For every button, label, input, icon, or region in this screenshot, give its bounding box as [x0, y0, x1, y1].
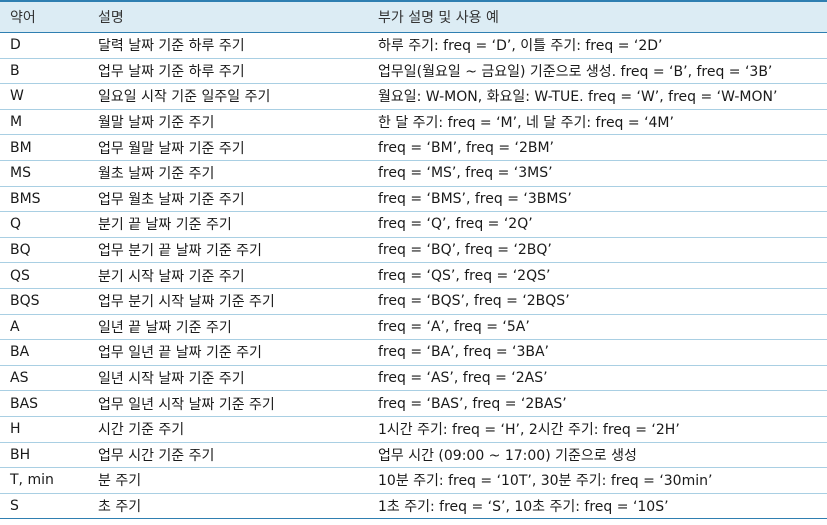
abbreviation-cell: B	[10, 62, 20, 79]
table-row: BH 업무 시간 기준 주기 업무 시간 (09:00 ~ 17:00) 기준으로 …	[0, 442, 827, 468]
usage-cell: 업무 시간 (09:00 ~ 17:00) 기준으로 생성	[378, 447, 637, 464]
abbreviation-cell: AS	[10, 370, 29, 387]
abbreviation-cell: BH	[10, 446, 31, 463]
abbreviation-cell: QS	[10, 267, 30, 284]
table-row: H 시간 기준 주기 1시간 주기: freq = ‘H’, 2시간 주기: fre…	[0, 416, 827, 442]
table-row: W 일요일 시작 기준 일주일 주기 월요일: W-MON, 화요일: W-TUE.…	[0, 84, 827, 110]
usage-cell: freq = ‘BQS’, freq = ‘2BQS’	[378, 293, 570, 310]
description-cell: 시간 기준 주기	[98, 422, 185, 439]
abbreviation-cell: W	[10, 88, 24, 105]
description-cell: 분 주기	[98, 473, 142, 490]
usage-cell: freq = ‘A’, freq = ‘5A’	[378, 318, 530, 335]
usage-cell: freq = ‘BM’, freq = ‘2BM’	[378, 139, 554, 156]
description-cell: 업무 분기 끝 날짜 기준 주기	[98, 243, 262, 260]
abbreviation-cell: T, min	[10, 472, 54, 489]
abbreviation-cell: D	[10, 37, 21, 54]
abbreviation-cell: BA	[10, 344, 30, 361]
table-row: BQS 업무 분기 시작 날짜 기준 주기 freq = ‘BQS’, freq =…	[0, 288, 827, 315]
table-row: BMS 업무 월초 날짜 기준 주기 freq = ‘BMS’, freq = ‘3…	[0, 186, 827, 212]
usage-cell: 10분 주기: freq = ‘10T’, 30분 주기: freq = ‘30…	[378, 473, 713, 490]
usage-cell: 업무일(월요일 ~ 금요일) 기준으로 생성. freq = ‘B’, freq…	[378, 63, 773, 80]
usage-cell: freq = ‘BMS’, freq = ‘3BMS’	[378, 190, 572, 207]
description-cell: 업무 일년 시작 날짜 기준 주기	[98, 396, 275, 413]
description-cell: 일요일 시작 기준 일주일 주기	[98, 89, 271, 106]
description-cell: 일년 시작 날짜 기준 주기	[98, 371, 245, 388]
table-row: T, min 분 주기 10분 주기: freq = ‘10T’, 30분 주기: …	[0, 468, 827, 494]
abbreviation-cell: BMS	[10, 190, 41, 207]
abbreviation-cell: H	[10, 421, 21, 438]
description-cell: 업무 날짜 기준 하루 주기	[98, 63, 245, 80]
usage-cell: 1초 주기: freq = ‘S’, 10초 주기: freq = ‘10S’	[378, 498, 669, 515]
description-cell: 일년 끝 날짜 기준 주기	[98, 319, 232, 336]
table-row: BAS 업무 일년 시작 날짜 기준 주기 freq = ‘BAS’, freq =…	[0, 391, 827, 417]
abbreviation-cell: M	[10, 114, 23, 131]
table-row: BQ 업무 분기 끝 날짜 기준 주기 freq = ‘BQ’, freq = ‘2…	[0, 237, 827, 263]
description-cell: 초 주기	[98, 498, 142, 515]
table-row: B 업무 날짜 기준 하루 주기 업무일(월요일 ~ 금요일) 기준으로 생성. f…	[0, 58, 827, 84]
usage-cell: freq = ‘BQ’, freq = ‘2BQ’	[378, 242, 552, 259]
description-cell: 업무 월초 날짜 기준 주기	[98, 191, 245, 208]
abbreviation-cell: BQ	[10, 242, 31, 259]
table-row: BA 업무 일년 끝 날짜 기준 주기 freq = ‘BA’, freq = ‘3…	[0, 340, 827, 366]
description-cell: 업무 시간 기준 주기	[98, 447, 215, 464]
table-row: QS 분기 시작 날짜 기준 주기 freq = ‘QS’, freq = ‘2QS…	[0, 263, 827, 289]
table-row: A 일년 끝 날짜 기준 주기 freq = ‘A’, freq = ‘5A’	[0, 314, 827, 340]
description-cell: 업무 일년 끝 날짜 기준 주기	[98, 345, 262, 362]
abbreviation-cell: BM	[10, 139, 32, 156]
usage-cell: freq = ‘BA’, freq = ‘3BA’	[378, 344, 549, 361]
description-cell: 분기 끝 날짜 기준 주기	[98, 217, 232, 234]
table-row: MS 월초 날짜 기준 주기 freq = ‘MS’, freq = ‘3MS’	[0, 160, 827, 187]
abbreviation-cell: BAS	[10, 395, 39, 412]
usage-cell: freq = ‘QS’, freq = ‘2QS’	[378, 267, 551, 284]
usage-cell: freq = ‘AS’, freq = ‘2AS’	[378, 370, 548, 387]
usage-cell: 1시간 주기: freq = ‘H’, 2시간 주기: freq = ‘2H’	[378, 422, 680, 439]
table-header-row: 약어 설명 부가 설명 및 사용 예	[0, 1, 827, 33]
abbreviation-cell: S	[10, 497, 19, 514]
abbreviation-cell: MS	[10, 165, 31, 182]
table-row: D 달력 날짜 기준 하루 주기 하루 주기: freq = ‘D’, 이틀 주기:…	[0, 33, 827, 59]
usage-cell: freq = ‘Q’, freq = ‘2Q’	[378, 216, 533, 233]
table-row: Q 분기 끝 날짜 기준 주기 freq = ‘Q’, freq = ‘2Q’	[0, 212, 827, 238]
header-extra-description: 부가 설명 및 사용 예	[378, 10, 499, 26]
table-row: BM 업무 월말 날짜 기준 주기 freq = ‘BM’, freq = ‘2BM…	[0, 135, 827, 161]
usage-cell: 월요일: W-MON, 화요일: W-TUE. freq = ‘W’, freq…	[378, 89, 778, 106]
header-description: 설명	[98, 10, 124, 26]
description-cell: 월말 날짜 기준 주기	[98, 115, 215, 132]
table-row: S 초 주기 1초 주기: freq = ‘S’, 10초 주기: freq = ‘…	[0, 493, 827, 519]
description-cell: 월초 날짜 기준 주기	[98, 166, 215, 183]
table-row: AS 일년 시작 날짜 기준 주기 freq = ‘AS’, freq = ‘2AS…	[0, 365, 827, 391]
description-cell: 달력 날짜 기준 하루 주기	[98, 38, 245, 55]
description-cell: 업무 분기 시작 날짜 기준 주기	[98, 294, 275, 311]
usage-cell: 하루 주기: freq = ‘D’, 이틀 주기: freq = ‘2D’	[378, 38, 663, 55]
header-abbreviation: 약어	[10, 10, 36, 26]
abbreviation-cell: A	[10, 318, 20, 335]
description-cell: 업무 월말 날짜 기준 주기	[98, 140, 245, 157]
description-cell: 분기 시작 날짜 기준 주기	[98, 268, 245, 285]
usage-cell: freq = ‘MS’, freq = ‘3MS’	[378, 165, 553, 182]
table-row: M 월말 날짜 기준 주기 한 달 주기: freq = ‘M’, 네 달 주기: …	[0, 109, 827, 135]
usage-cell: 한 달 주기: freq = ‘M’, 네 달 주기: freq = ‘4M’	[378, 115, 674, 132]
usage-cell: freq = ‘BAS’, freq = ‘2BAS’	[378, 395, 567, 412]
abbreviation-cell: Q	[10, 216, 22, 233]
abbreviation-cell: BQS	[10, 293, 40, 310]
